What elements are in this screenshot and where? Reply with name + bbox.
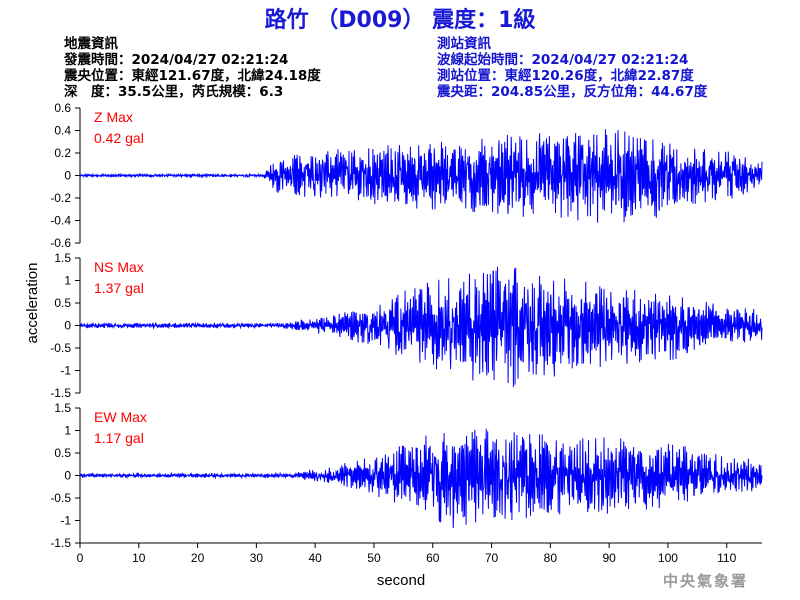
x-tick-label: 0 bbox=[77, 551, 84, 565]
y-tick-label: -0.5 bbox=[50, 341, 71, 355]
max-label-value: 1.17 gal bbox=[94, 430, 144, 446]
x-tick-label: 80 bbox=[544, 551, 558, 565]
x-tick-label: 110 bbox=[717, 551, 736, 565]
y-tick-label: 1 bbox=[64, 424, 71, 438]
y-tick-label: -0.4 bbox=[50, 214, 71, 228]
station-location: 測站位置：東經120.26度，北緯22.87度 bbox=[437, 68, 694, 84]
waveform-trace-1 bbox=[79, 266, 763, 388]
y-tick-label: 0.4 bbox=[54, 124, 71, 138]
y-tick-label: -0.6 bbox=[50, 236, 71, 250]
max-label-name: NS Max bbox=[94, 259, 144, 275]
x-tick-label: 50 bbox=[367, 551, 381, 565]
y-tick-label: 0 bbox=[64, 319, 71, 333]
y-tick-label: 0.5 bbox=[54, 446, 71, 460]
max-label-value: 0.42 gal bbox=[94, 130, 144, 146]
y-tick-label: 0.5 bbox=[54, 296, 71, 310]
wave-start-time: 波線起始時間：2024/04/27 02:21:24 bbox=[437, 52, 689, 68]
x-tick-label: 20 bbox=[191, 551, 205, 565]
event-info-heading: 地震資訊 bbox=[64, 36, 118, 52]
y-tick-label: 1 bbox=[64, 274, 71, 288]
agency-watermark: 中央氣象署 bbox=[662, 572, 748, 590]
max-label-value: 1.37 gal bbox=[94, 280, 144, 296]
x-axis-title: second bbox=[377, 572, 425, 589]
x-tick-label: 10 bbox=[132, 551, 146, 565]
y-tick-label: 0 bbox=[64, 469, 71, 483]
x-tick-label: 40 bbox=[308, 551, 322, 565]
y-axis-title: acceleration bbox=[24, 263, 41, 344]
event-time: 發震時間：2024/04/27 02:21:24 bbox=[64, 52, 289, 68]
waveform-trace-2 bbox=[79, 428, 763, 529]
y-tick-label: 1.5 bbox=[54, 251, 71, 265]
y-tick-label: 0 bbox=[64, 169, 71, 183]
y-tick-label: -1 bbox=[60, 514, 71, 528]
station-info: 測站資訊 波線起始時間：2024/04/27 02:21:24 測站位置：東經1… bbox=[437, 36, 707, 100]
y-tick-label: -1 bbox=[60, 364, 71, 378]
x-tick-label: 30 bbox=[250, 551, 264, 565]
max-label-name: Z Max bbox=[94, 109, 133, 125]
x-tick-label: 70 bbox=[485, 551, 499, 565]
waveform-trace-0 bbox=[79, 129, 763, 223]
y-tick-label: -1.5 bbox=[50, 386, 71, 400]
y-tick-label: -1.5 bbox=[50, 536, 71, 550]
page-title: 路竹 （D009） 震度：1級 bbox=[264, 8, 536, 33]
depth-magnitude: 深 度：35.5公里，芮氏規模：6.3 bbox=[64, 84, 284, 100]
x-tick-label: 60 bbox=[426, 551, 440, 565]
y-tick-label: 0.2 bbox=[54, 146, 71, 160]
event-info: 地震資訊 發震時間：2024/04/27 02:21:24 震央位置：東經121… bbox=[64, 36, 321, 100]
epicentral-distance: 震央距：204.85公里，反方位角：44.67度 bbox=[437, 84, 708, 100]
x-tick-label: 90 bbox=[602, 551, 616, 565]
y-tick-label: -0.5 bbox=[50, 491, 71, 505]
y-tick-label: 0.6 bbox=[54, 101, 71, 115]
epicenter-location: 震央位置：東經121.67度，北緯24.18度 bbox=[64, 68, 321, 84]
y-tick-label: 1.5 bbox=[54, 401, 71, 415]
y-tick-label: -0.2 bbox=[50, 191, 71, 205]
station-info-heading: 測站資訊 bbox=[437, 36, 491, 52]
max-label-name: EW Max bbox=[94, 409, 147, 425]
x-tick-label: 100 bbox=[658, 551, 678, 565]
